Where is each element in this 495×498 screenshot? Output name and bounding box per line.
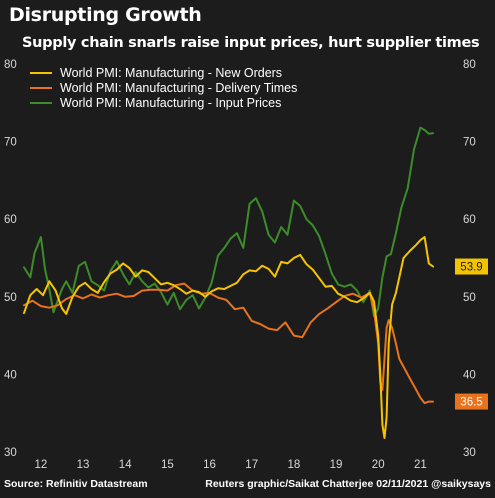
- line-new-orders: [23, 236, 434, 439]
- x-tick-label: 15: [161, 459, 174, 471]
- y-tick-label-left: 50: [4, 292, 17, 304]
- legend-item-input-prices: World PMI: Manufacturing - Input Prices: [30, 96, 297, 111]
- x-tick-label: 14: [119, 459, 132, 471]
- line-delivery-times: [23, 282, 434, 405]
- x-tick-label: 18: [287, 459, 300, 471]
- legend: World PMI: Manufacturing - New Orders Wo…: [30, 66, 297, 110]
- x-tick-label: 17: [245, 459, 258, 471]
- x-tick-label: 13: [77, 459, 90, 471]
- chart-subtitle: Supply chain snarls raise input prices, …: [22, 35, 480, 51]
- legend-swatch-input-prices: [30, 101, 52, 104]
- y-tick-label-left: 80: [4, 59, 17, 71]
- end-label-delivery-times: 36.5: [460, 397, 482, 409]
- end-label-new-orders: 53.9: [460, 262, 482, 274]
- legend-label-new-orders: World PMI: Manufacturing - New Orders: [60, 66, 283, 80]
- y-tick-label-right: 70: [463, 137, 476, 149]
- source-note: Source: Refinitiv Datastream: [4, 478, 148, 490]
- x-tick-label: 16: [203, 459, 216, 471]
- y-tick-label-left: 70: [4, 137, 17, 149]
- y-tick-label-right: 80: [463, 59, 476, 71]
- legend-swatch-new-orders: [30, 72, 52, 75]
- legend-item-new-orders: World PMI: Manufacturing - New Orders: [30, 66, 297, 81]
- legend-label-input-prices: World PMI: Manufacturing - Input Prices: [60, 95, 282, 110]
- legend-label-delivery-times: World PMI: Manufacturing - Delivery Time…: [60, 80, 298, 95]
- x-tick-label: 19: [330, 459, 343, 471]
- y-tick-label-right: 30: [463, 447, 476, 459]
- chart-title: Disrupting Growth: [9, 4, 202, 26]
- y-tick-label-left: 60: [4, 214, 17, 226]
- x-tick-label: 12: [34, 459, 47, 471]
- x-tick-label: 21: [414, 459, 427, 471]
- y-tick-label-left: 30: [4, 447, 17, 459]
- end-label-box-new-orders: [455, 258, 488, 275]
- x-tick-label: 20: [372, 459, 385, 471]
- legend-swatch-delivery-times: [30, 87, 52, 90]
- y-tick-label-right: 60: [463, 214, 476, 226]
- y-tick-label-right: 40: [463, 369, 476, 381]
- y-tick-label-left: 40: [4, 369, 17, 381]
- credit-note: Reuters graphic/Saikat Chatterjee 02/11/…: [205, 478, 491, 490]
- end-label-box-delivery-times: [455, 393, 488, 410]
- y-tick-label-right: 50: [463, 292, 476, 304]
- legend-item-delivery-times: World PMI: Manufacturing - Delivery Time…: [30, 81, 297, 96]
